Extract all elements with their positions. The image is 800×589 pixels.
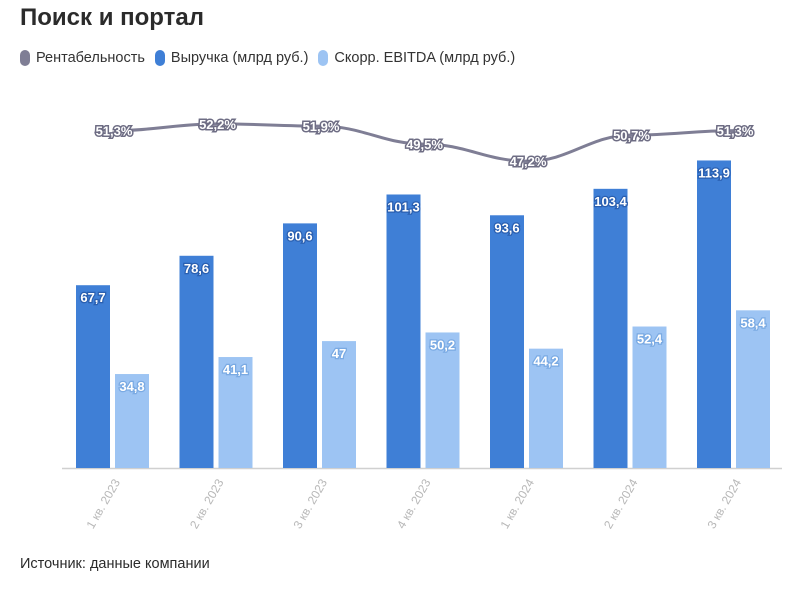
legend-swatch-margin	[20, 50, 30, 66]
bar-label-ebitda: 34,8	[119, 379, 144, 394]
bar-ebitda	[115, 374, 149, 468]
bar-label-ebitda: 58,4	[740, 315, 766, 330]
bar-revenue	[386, 194, 421, 469]
margin-point-label: 50,7%	[613, 128, 650, 143]
x-tick-label: 1 кв. 2024	[497, 476, 537, 531]
legend-swatch-revenue	[154, 50, 165, 66]
bar-revenue	[76, 285, 110, 468]
x-tick-label: 1 кв. 2023	[83, 476, 123, 531]
bar-ebitda	[425, 332, 460, 468]
bar-label-ebitda: 44,2	[533, 354, 558, 369]
x-tick-label: 3 кв. 2023	[290, 476, 330, 531]
bar-revenue	[697, 160, 731, 468]
bar-revenue	[593, 188, 628, 468]
source-note: Источник: данные компании	[20, 556, 210, 572]
bar-revenue	[179, 255, 214, 468]
legend-item-revenue: Выручка (млрд руб.)	[154, 50, 309, 66]
x-tick-label: 4 кв. 2023	[394, 476, 434, 531]
legend: Рентабельность Выручка (млрд руб.) Скорр…	[20, 50, 515, 66]
margin-point-label: 49,5%	[406, 137, 443, 152]
bar-label-revenue: 101,3	[387, 199, 420, 214]
x-tick-label: 2 кв. 2023	[187, 476, 227, 531]
bar-label-ebitda: 41,1	[223, 362, 248, 377]
bar-label-revenue: 67,7	[80, 290, 105, 305]
legend-label-revenue: Выручка (млрд руб.)	[170, 50, 309, 66]
margin-point-label: 51,9%	[303, 119, 340, 134]
margin-point-label: 47,2%	[510, 154, 547, 169]
margin-line	[113, 122, 736, 163]
bar-ebitda	[218, 357, 253, 468]
x-tick-label: 3 кв. 2024	[704, 476, 744, 531]
bar-label-ebitda: 50,2	[430, 337, 455, 352]
bar-revenue	[490, 215, 524, 468]
bar-ebitda	[632, 326, 667, 468]
bar-label-revenue: 78,6	[184, 261, 209, 276]
bar-label-ebitda: 47	[332, 346, 346, 361]
legend-item-margin: Рентабельность	[20, 50, 145, 66]
chart-title: Поиск и портал	[20, 4, 204, 31]
bar-label-revenue: 103,4	[594, 194, 627, 209]
legend-label-ebitda: Скорр. EBITDA (млрд руб.)	[334, 50, 516, 66]
bar-ebitda	[322, 341, 356, 468]
bar-label-revenue: 113,9	[698, 165, 730, 180]
margin-point-label: 52,2%	[199, 117, 236, 132]
legend-item-ebitda: Скорр. EBITDA (млрд руб.)	[318, 50, 515, 66]
legend-swatch-ebitda	[318, 50, 329, 66]
bar-ebitda	[736, 310, 770, 468]
legend-label-margin: Рентабельность	[36, 50, 145, 66]
bar-ebitda	[529, 348, 563, 468]
margin-point-label: 51,3%	[96, 124, 133, 139]
margin-point-label: 51,3%	[717, 124, 754, 139]
x-tick-label: 2 кв. 2024	[601, 476, 641, 531]
bar-label-revenue: 90,6	[287, 228, 312, 243]
bar-revenue	[283, 223, 317, 468]
bar-label-revenue: 93,6	[494, 220, 519, 235]
bar-label-ebitda: 52,4	[637, 332, 663, 347]
